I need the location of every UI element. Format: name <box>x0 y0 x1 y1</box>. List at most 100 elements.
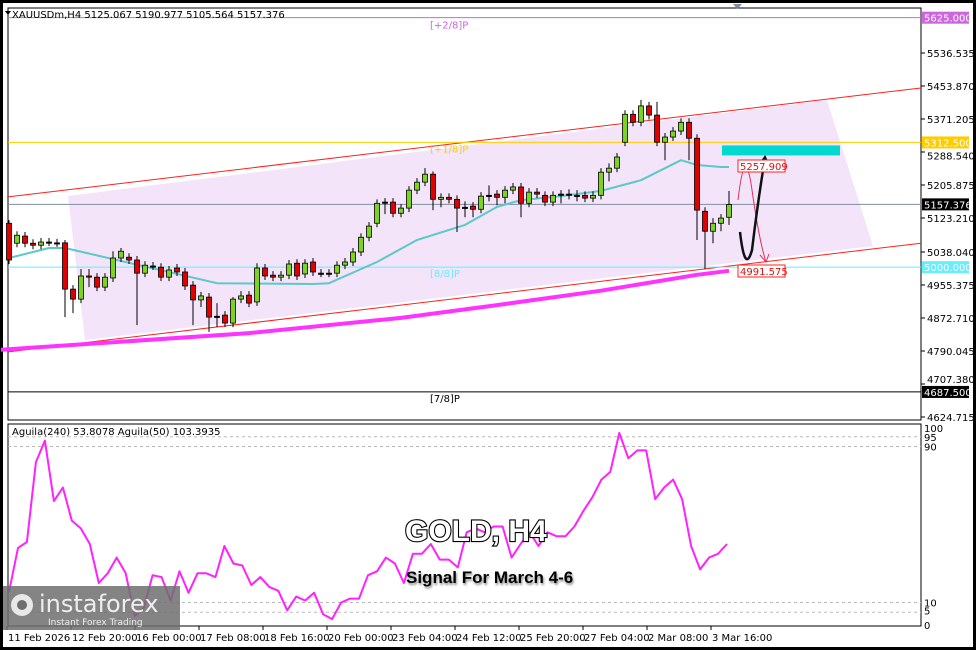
candle-body <box>118 250 124 259</box>
candle-body <box>646 105 652 116</box>
price-tick-label: 4707.380 <box>927 375 975 386</box>
candle-body <box>718 217 724 224</box>
time-tick-label: 16 Feb 00:00 <box>136 633 202 644</box>
time-tick-label: 11 Feb 2026 <box>8 633 70 644</box>
candle-body <box>294 262 300 277</box>
price-tag-box <box>737 159 786 173</box>
candle-body <box>654 114 660 143</box>
candle-body <box>398 207 404 214</box>
watermark-logo: instaforex Instant Forex Trading <box>3 586 180 630</box>
candle-body <box>102 276 108 288</box>
candle-body <box>710 222 716 232</box>
collapse-triangle-icon[interactable] <box>5 11 11 15</box>
price-tag: 4991.575 <box>740 267 788 278</box>
candle-body <box>190 284 196 301</box>
price-tick-label: 5123.210 <box>927 214 975 225</box>
candle-body <box>358 236 364 253</box>
candle-body <box>590 194 596 199</box>
candle-body <box>78 275 84 300</box>
candle-body <box>86 275 92 278</box>
candle-body <box>22 235 28 244</box>
candle-body <box>630 113 636 123</box>
candle-body <box>134 259 140 274</box>
candle-body <box>558 193 564 196</box>
candle-body <box>510 186 516 191</box>
candle-body <box>14 234 20 244</box>
bullish-path-arrow <box>738 157 767 261</box>
candle-body <box>374 202 380 224</box>
price-tag: 5257.909 <box>740 162 788 173</box>
candle-body <box>566 193 572 196</box>
axis-price-tag-bg <box>922 261 969 274</box>
time-tick-label: 25 Feb 20:00 <box>520 633 586 644</box>
candle-body <box>94 276 100 288</box>
candle-body <box>390 201 396 214</box>
candle-body <box>262 267 268 277</box>
shift-marker-icon[interactable] <box>733 4 742 9</box>
indicator-level-label: 5 <box>924 606 930 617</box>
moving-average-fast <box>8 159 729 285</box>
candle-body <box>54 242 60 245</box>
level-label: [+1/8]P <box>430 144 468 155</box>
candle-body <box>382 201 388 204</box>
price-tick-label: 5205.875 <box>927 181 975 192</box>
candle-body <box>486 194 492 197</box>
gear-icon <box>11 594 33 616</box>
axis-price-tag-bg <box>922 198 969 211</box>
candle-body <box>158 266 164 278</box>
level-label: [+2/8]P <box>430 21 468 32</box>
candle-body <box>38 241 44 246</box>
candle-body <box>462 206 468 209</box>
candle-body <box>166 269 172 278</box>
candle-body <box>454 198 460 209</box>
axis-price-tag-bg <box>922 385 969 398</box>
candle-body <box>270 274 276 278</box>
price-tick-label: 5536.535 <box>927 49 975 60</box>
price-tick-label: 5288.540 <box>927 151 975 162</box>
candle-body <box>310 261 316 273</box>
candle-body <box>198 295 204 301</box>
candle-body <box>318 272 324 275</box>
candle-body <box>334 264 340 274</box>
candle-body <box>414 181 420 191</box>
indicator-level-label: 0 <box>924 621 930 632</box>
candle-body <box>622 113 628 143</box>
candle-body <box>678 121 684 132</box>
candle-body <box>70 288 76 300</box>
candle-body <box>430 173 436 200</box>
bearish-path-arrow <box>737 166 767 263</box>
candle-body <box>550 194 556 203</box>
axis-price-tag: 5157.376 <box>924 200 972 211</box>
indicator-level-label: 90 <box>924 443 937 454</box>
candle-body <box>286 263 292 276</box>
candle-body <box>62 242 68 290</box>
candle-body <box>526 191 532 204</box>
candle-body <box>366 225 372 238</box>
candle-body <box>606 167 612 173</box>
time-tick-label: 24 Feb 12:00 <box>456 633 522 644</box>
candle-body <box>662 136 668 143</box>
candle-body <box>350 251 356 263</box>
candle-body <box>502 189 508 198</box>
axis-price-tag: 4687.500 <box>924 388 972 399</box>
candle-body <box>694 137 700 211</box>
candle-body <box>726 204 732 218</box>
level-label: [8/8]P <box>430 269 460 280</box>
candle-body <box>582 194 588 199</box>
time-tick-label: 27 Feb 04:00 <box>584 633 650 644</box>
axis-price-tag: 5000.000 <box>924 263 972 274</box>
candle-body <box>446 196 452 200</box>
time-tick-label: 12 Feb 20:00 <box>72 633 138 644</box>
candle-body <box>470 205 476 210</box>
candle-body <box>670 130 676 138</box>
axis-price-tag: 5625.000 <box>924 14 972 25</box>
candle-body <box>278 274 284 278</box>
arrow-head-icon <box>759 253 770 263</box>
candle-body <box>574 194 580 197</box>
channel-shading <box>68 100 873 340</box>
target-zone <box>722 145 840 156</box>
candle-body <box>342 261 348 266</box>
candle-body <box>542 194 548 203</box>
symbol-header: XAUUSDm,H4 5125.067 5190.977 5105.564 51… <box>12 10 285 21</box>
candle-body <box>110 257 116 279</box>
